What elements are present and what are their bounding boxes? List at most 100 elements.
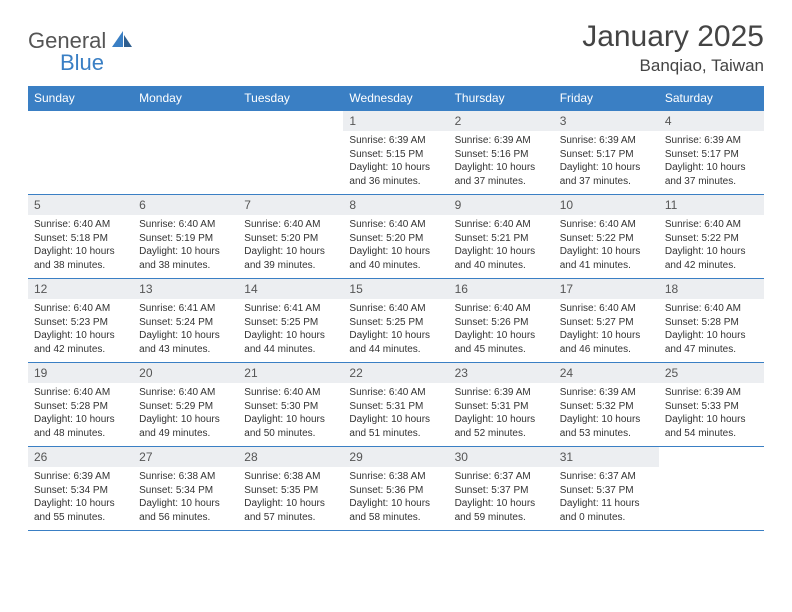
calendar-table: Sunday Monday Tuesday Wednesday Thursday… <box>28 86 764 531</box>
day-number: 8 <box>343 195 448 215</box>
day-header-row: Sunday Monday Tuesday Wednesday Thursday… <box>28 86 764 111</box>
calendar-cell: 10Sunrise: 6:40 AMSunset: 5:22 PMDayligh… <box>554 195 659 279</box>
day-number: 2 <box>449 111 554 131</box>
calendar-cell: 31Sunrise: 6:37 AMSunset: 5:37 PMDayligh… <box>554 447 659 531</box>
calendar-cell: 3Sunrise: 6:39 AMSunset: 5:17 PMDaylight… <box>554 111 659 195</box>
day-details: Sunrise: 6:39 AMSunset: 5:31 PMDaylight:… <box>449 383 554 444</box>
calendar-cell: 4Sunrise: 6:39 AMSunset: 5:17 PMDaylight… <box>659 111 764 195</box>
day-details: Sunrise: 6:39 AMSunset: 5:15 PMDaylight:… <box>343 131 448 192</box>
day-number: 29 <box>343 447 448 467</box>
day-number: 4 <box>659 111 764 131</box>
day-number: 9 <box>449 195 554 215</box>
day-details: Sunrise: 6:40 AMSunset: 5:23 PMDaylight:… <box>28 299 133 360</box>
location: Banqiao, Taiwan <box>582 56 764 76</box>
day-details: Sunrise: 6:40 AMSunset: 5:20 PMDaylight:… <box>343 215 448 276</box>
day-number: 15 <box>343 279 448 299</box>
day-number: 19 <box>28 363 133 383</box>
calendar-cell: 24Sunrise: 6:39 AMSunset: 5:32 PMDayligh… <box>554 363 659 447</box>
day-details: Sunrise: 6:40 AMSunset: 5:25 PMDaylight:… <box>343 299 448 360</box>
calendar-week-row: 5Sunrise: 6:40 AMSunset: 5:18 PMDaylight… <box>28 195 764 279</box>
calendar-cell: 5Sunrise: 6:40 AMSunset: 5:18 PMDaylight… <box>28 195 133 279</box>
calendar-cell: 28Sunrise: 6:38 AMSunset: 5:35 PMDayligh… <box>238 447 343 531</box>
calendar-cell: 12Sunrise: 6:40 AMSunset: 5:23 PMDayligh… <box>28 279 133 363</box>
day-details: Sunrise: 6:40 AMSunset: 5:22 PMDaylight:… <box>554 215 659 276</box>
calendar-cell <box>659 447 764 531</box>
day-details: Sunrise: 6:40 AMSunset: 5:28 PMDaylight:… <box>659 299 764 360</box>
day-number: 22 <box>343 363 448 383</box>
dayhead-wed: Wednesday <box>343 86 448 111</box>
day-number: 14 <box>238 279 343 299</box>
day-details: Sunrise: 6:39 AMSunset: 5:33 PMDaylight:… <box>659 383 764 444</box>
day-number: 21 <box>238 363 343 383</box>
calendar-week-row: 19Sunrise: 6:40 AMSunset: 5:28 PMDayligh… <box>28 363 764 447</box>
day-details: Sunrise: 6:40 AMSunset: 5:22 PMDaylight:… <box>659 215 764 276</box>
day-details: Sunrise: 6:39 AMSunset: 5:17 PMDaylight:… <box>554 131 659 192</box>
day-details: Sunrise: 6:38 AMSunset: 5:35 PMDaylight:… <box>238 467 343 528</box>
calendar-cell <box>28 111 133 195</box>
day-details: Sunrise: 6:38 AMSunset: 5:34 PMDaylight:… <box>133 467 238 528</box>
calendar-cell: 17Sunrise: 6:40 AMSunset: 5:27 PMDayligh… <box>554 279 659 363</box>
brand-sail-icon <box>110 29 134 54</box>
day-number: 20 <box>133 363 238 383</box>
title-block: January 2025 Banqiao, Taiwan <box>582 20 764 76</box>
day-details: Sunrise: 6:40 AMSunset: 5:19 PMDaylight:… <box>133 215 238 276</box>
calendar-cell: 6Sunrise: 6:40 AMSunset: 5:19 PMDaylight… <box>133 195 238 279</box>
day-details: Sunrise: 6:40 AMSunset: 5:30 PMDaylight:… <box>238 383 343 444</box>
day-details: Sunrise: 6:40 AMSunset: 5:18 PMDaylight:… <box>28 215 133 276</box>
day-number: 13 <box>133 279 238 299</box>
day-number: 7 <box>238 195 343 215</box>
day-details: Sunrise: 6:39 AMSunset: 5:16 PMDaylight:… <box>449 131 554 192</box>
day-details: Sunrise: 6:40 AMSunset: 5:27 PMDaylight:… <box>554 299 659 360</box>
calendar-cell: 16Sunrise: 6:40 AMSunset: 5:26 PMDayligh… <box>449 279 554 363</box>
dayhead-sat: Saturday <box>659 86 764 111</box>
calendar-cell: 14Sunrise: 6:41 AMSunset: 5:25 PMDayligh… <box>238 279 343 363</box>
calendar-cell: 13Sunrise: 6:41 AMSunset: 5:24 PMDayligh… <box>133 279 238 363</box>
day-number: 3 <box>554 111 659 131</box>
day-details: Sunrise: 6:40 AMSunset: 5:31 PMDaylight:… <box>343 383 448 444</box>
day-details: Sunrise: 6:37 AMSunset: 5:37 PMDaylight:… <box>554 467 659 528</box>
calendar-cell: 8Sunrise: 6:40 AMSunset: 5:20 PMDaylight… <box>343 195 448 279</box>
day-details: Sunrise: 6:40 AMSunset: 5:28 PMDaylight:… <box>28 383 133 444</box>
day-details: Sunrise: 6:41 AMSunset: 5:25 PMDaylight:… <box>238 299 343 360</box>
calendar-cell: 21Sunrise: 6:40 AMSunset: 5:30 PMDayligh… <box>238 363 343 447</box>
day-details: Sunrise: 6:39 AMSunset: 5:32 PMDaylight:… <box>554 383 659 444</box>
dayhead-tue: Tuesday <box>238 86 343 111</box>
day-details: Sunrise: 6:40 AMSunset: 5:26 PMDaylight:… <box>449 299 554 360</box>
calendar-cell: 30Sunrise: 6:37 AMSunset: 5:37 PMDayligh… <box>449 447 554 531</box>
calendar-cell: 18Sunrise: 6:40 AMSunset: 5:28 PMDayligh… <box>659 279 764 363</box>
calendar-cell: 23Sunrise: 6:39 AMSunset: 5:31 PMDayligh… <box>449 363 554 447</box>
calendar-cell: 9Sunrise: 6:40 AMSunset: 5:21 PMDaylight… <box>449 195 554 279</box>
calendar-cell <box>133 111 238 195</box>
day-details: Sunrise: 6:41 AMSunset: 5:24 PMDaylight:… <box>133 299 238 360</box>
day-number: 17 <box>554 279 659 299</box>
day-number: 16 <box>449 279 554 299</box>
day-number: 28 <box>238 447 343 467</box>
calendar-cell: 15Sunrise: 6:40 AMSunset: 5:25 PMDayligh… <box>343 279 448 363</box>
dayhead-fri: Friday <box>554 86 659 111</box>
calendar-cell <box>238 111 343 195</box>
brand-blue: Blue <box>60 50 104 75</box>
calendar-cell: 22Sunrise: 6:40 AMSunset: 5:31 PMDayligh… <box>343 363 448 447</box>
day-number: 18 <box>659 279 764 299</box>
day-number: 31 <box>554 447 659 467</box>
month-title: January 2025 <box>582 20 764 54</box>
calendar-cell: 19Sunrise: 6:40 AMSunset: 5:28 PMDayligh… <box>28 363 133 447</box>
day-number: 27 <box>133 447 238 467</box>
calendar-cell: 20Sunrise: 6:40 AMSunset: 5:29 PMDayligh… <box>133 363 238 447</box>
day-details: Sunrise: 6:40 AMSunset: 5:20 PMDaylight:… <box>238 215 343 276</box>
day-number: 1 <box>343 111 448 131</box>
day-details: Sunrise: 6:40 AMSunset: 5:21 PMDaylight:… <box>449 215 554 276</box>
day-details: Sunrise: 6:40 AMSunset: 5:29 PMDaylight:… <box>133 383 238 444</box>
day-number: 12 <box>28 279 133 299</box>
calendar-week-row: 12Sunrise: 6:40 AMSunset: 5:23 PMDayligh… <box>28 279 764 363</box>
day-details: Sunrise: 6:39 AMSunset: 5:17 PMDaylight:… <box>659 131 764 192</box>
dayhead-mon: Monday <box>133 86 238 111</box>
day-number: 5 <box>28 195 133 215</box>
calendar-cell: 7Sunrise: 6:40 AMSunset: 5:20 PMDaylight… <box>238 195 343 279</box>
calendar-cell: 1Sunrise: 6:39 AMSunset: 5:15 PMDaylight… <box>343 111 448 195</box>
day-number: 30 <box>449 447 554 467</box>
day-number: 11 <box>659 195 764 215</box>
calendar-cell: 27Sunrise: 6:38 AMSunset: 5:34 PMDayligh… <box>133 447 238 531</box>
day-number: 24 <box>554 363 659 383</box>
calendar-cell: 29Sunrise: 6:38 AMSunset: 5:36 PMDayligh… <box>343 447 448 531</box>
